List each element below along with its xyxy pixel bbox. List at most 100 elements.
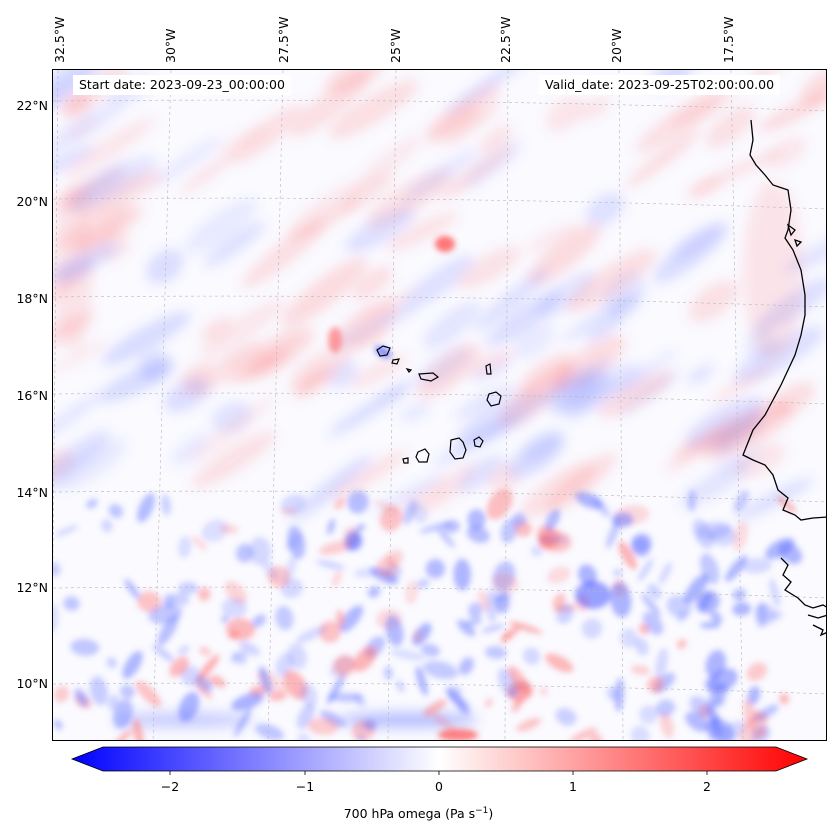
field-cell xyxy=(379,505,403,532)
field-cell xyxy=(454,384,516,419)
lat-label: 22°N xyxy=(16,98,48,113)
field-cell xyxy=(539,687,548,696)
field-cell xyxy=(437,527,455,548)
field-cell xyxy=(200,317,232,341)
field-cell xyxy=(438,729,478,740)
field-cell xyxy=(385,615,404,647)
field-cell xyxy=(469,349,513,375)
field-cell xyxy=(676,639,687,649)
field-cell xyxy=(390,649,426,661)
field-cell xyxy=(701,403,796,460)
gridlines xyxy=(53,70,826,740)
field-cell xyxy=(55,525,79,537)
omega-field-detail xyxy=(53,236,803,740)
field-cell xyxy=(135,680,162,708)
field-cell xyxy=(98,360,175,403)
field-cell xyxy=(545,96,585,132)
field-cell xyxy=(639,705,659,724)
field-cell xyxy=(106,657,117,669)
field-cell xyxy=(357,733,365,740)
field-cell xyxy=(564,362,638,415)
field-cell xyxy=(755,603,777,625)
field-cell xyxy=(178,691,200,722)
field-cell xyxy=(363,719,377,731)
field-cell xyxy=(210,675,226,688)
field-cell xyxy=(108,503,124,519)
field-cell xyxy=(101,519,113,533)
colorbar-tick-label: −2 xyxy=(160,779,180,794)
lat-label: 12°N xyxy=(16,580,48,595)
field-cell xyxy=(746,662,768,681)
field-cell xyxy=(53,190,93,350)
field-cell xyxy=(259,666,272,695)
field-cell xyxy=(581,618,602,639)
field-cell xyxy=(373,500,398,513)
field-cell xyxy=(357,135,423,187)
lon-label: 30°W xyxy=(163,28,178,63)
field-cell xyxy=(376,556,398,578)
field-cell xyxy=(422,660,459,680)
field-cell xyxy=(228,104,305,164)
field-cell xyxy=(800,70,826,106)
field-cell xyxy=(592,496,611,518)
field-cell xyxy=(336,609,345,628)
field-cell xyxy=(695,591,720,614)
field-cell xyxy=(63,117,156,179)
field-cell xyxy=(456,246,521,290)
field-cell xyxy=(689,696,714,718)
field-cell xyxy=(481,624,505,633)
field-cell xyxy=(53,720,63,730)
field-cell xyxy=(198,654,220,680)
field-cell xyxy=(498,362,576,428)
field-cell xyxy=(53,392,103,446)
colorbar xyxy=(70,746,809,775)
field-cell xyxy=(307,717,339,735)
lon-label: 32.5°W xyxy=(52,16,67,63)
field-cell xyxy=(479,125,512,154)
field-cell xyxy=(547,566,571,584)
field-cell xyxy=(732,521,749,552)
lat-label: 18°N xyxy=(16,291,48,306)
field-cell xyxy=(686,176,723,200)
field-cell xyxy=(238,640,260,656)
field-cell xyxy=(236,650,247,665)
field-cell xyxy=(231,651,239,663)
field-cell xyxy=(426,84,501,143)
field-cell xyxy=(508,665,531,696)
lat-label: 10°N xyxy=(16,676,48,691)
field-cell xyxy=(227,630,240,640)
field-cell xyxy=(524,222,581,252)
field-cell xyxy=(666,595,692,618)
field-cell xyxy=(521,461,597,518)
field-cell xyxy=(328,327,342,353)
field-cell xyxy=(255,723,284,740)
field-cell xyxy=(467,509,486,530)
field-cell xyxy=(699,553,720,585)
field-cell xyxy=(101,311,191,365)
field-cell xyxy=(415,666,428,696)
field-cell xyxy=(299,683,318,707)
field-cell xyxy=(578,96,612,120)
field-cell xyxy=(545,509,561,532)
field-cell xyxy=(620,628,638,648)
omega-field xyxy=(53,70,826,728)
field-cell xyxy=(275,652,294,677)
colorbar-tick-label: 2 xyxy=(703,779,711,794)
field-cell xyxy=(435,236,455,252)
field-cell xyxy=(642,611,664,636)
field-cell xyxy=(709,714,718,740)
field-cell xyxy=(63,596,80,611)
field-cell xyxy=(319,710,346,728)
field-cell xyxy=(113,699,133,729)
field-cell xyxy=(419,463,477,512)
field-cell xyxy=(608,296,640,321)
field-cell xyxy=(194,673,211,689)
lon-label: 27.5°W xyxy=(276,16,291,63)
field-cell xyxy=(641,593,661,617)
field-cell xyxy=(709,525,737,547)
field-cell xyxy=(484,645,507,659)
field-cell xyxy=(367,586,381,598)
field-cell xyxy=(137,493,155,523)
field-cell xyxy=(575,581,611,609)
field-cell xyxy=(290,200,365,237)
